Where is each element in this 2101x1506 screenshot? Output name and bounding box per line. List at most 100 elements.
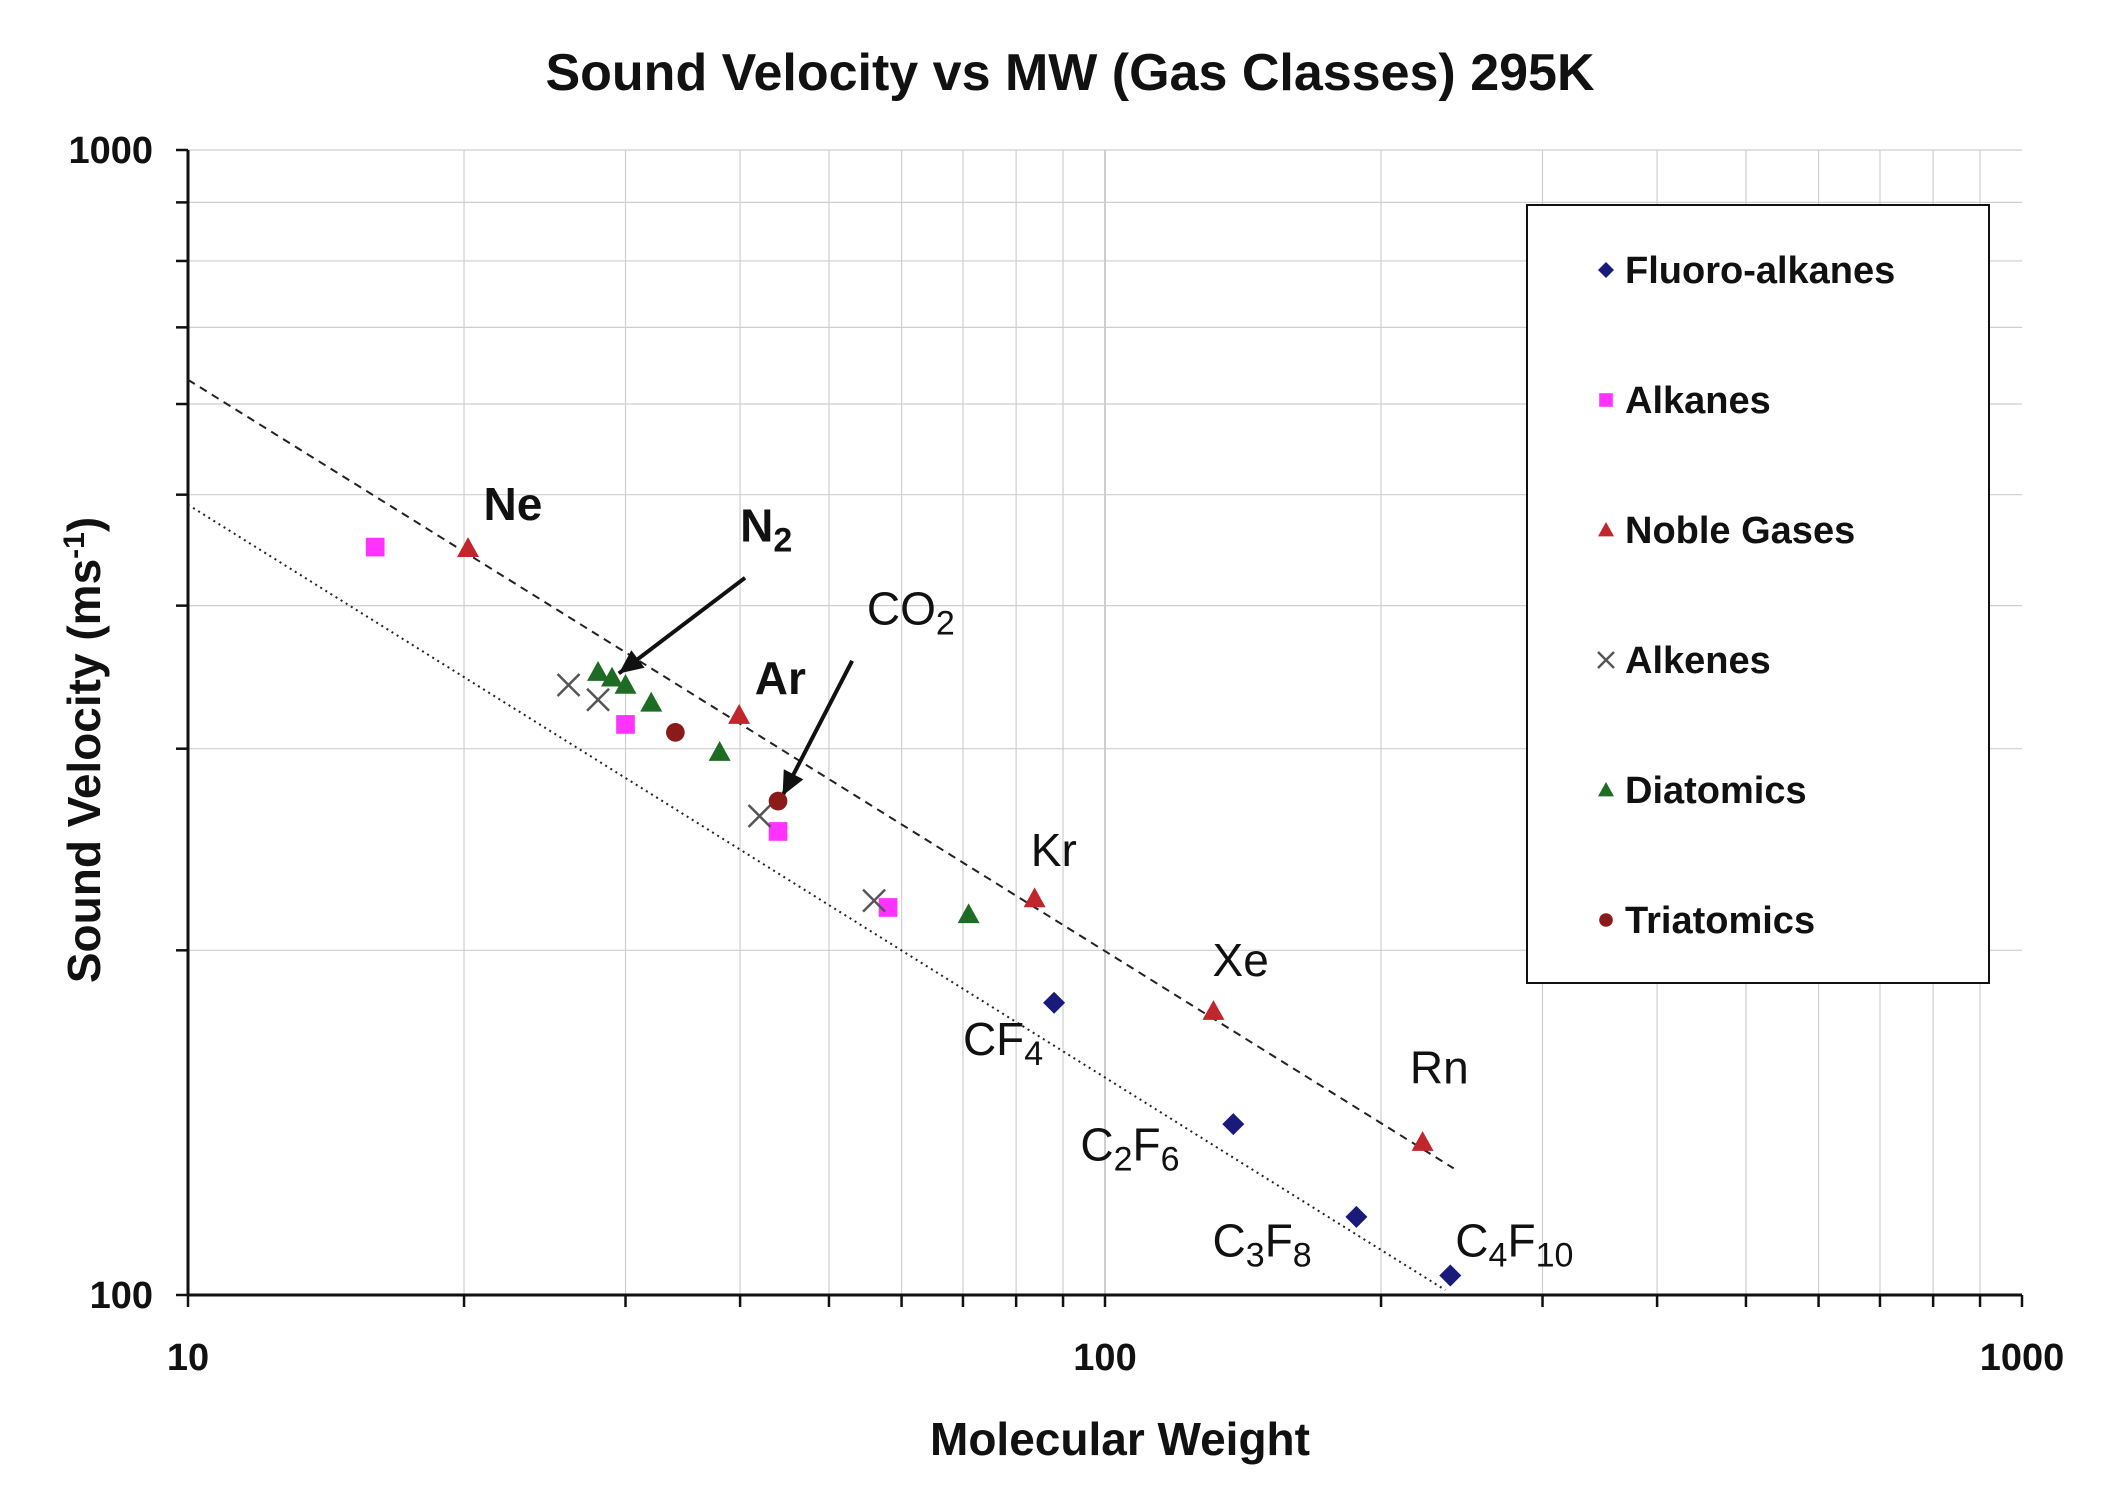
legend-alkenes-label: Alkenes	[1625, 640, 1771, 682]
ar-label-main: Ar	[755, 652, 806, 704]
noble-gases-point	[457, 537, 480, 557]
legend: Fluoro-alkanes Alkanes Noble Gases Alkenes D…	[1526, 204, 1990, 984]
kr-label-main: Kr	[1031, 824, 1077, 876]
diatomics-point	[587, 661, 610, 681]
alkenes-point	[862, 888, 886, 913]
ne-label-main: Ne	[483, 478, 542, 530]
alkenes-point-stroke	[862, 888, 886, 913]
c3f8-label: C3F8	[1213, 1215, 1312, 1275]
x-tick-label: 10	[167, 1337, 209, 1379]
noble-gas-fit-trendline	[187, 378, 1455, 1170]
diatomics-point	[708, 741, 731, 761]
c4f10-label-sub2: 10	[1536, 1237, 1574, 1275]
alkenes-point-stroke	[747, 804, 772, 828]
diatomics-point	[614, 673, 637, 694]
y-tick-label: 100	[90, 1275, 153, 1317]
rn-label: Rn	[1410, 1042, 1469, 1094]
y-tick-label: 1000	[68, 130, 153, 172]
n2-label-sub: 2	[773, 522, 792, 560]
co2-label: CO2	[867, 583, 955, 643]
noble-gases-point	[1023, 887, 1046, 908]
trendlines	[187, 378, 1455, 1291]
n2-arrow	[617, 576, 747, 676]
co2-label-sub: 2	[936, 605, 955, 643]
c4f10-label-after: F	[1507, 1215, 1535, 1267]
y-axis-title-sup: -1	[58, 532, 91, 559]
alkenes-point	[747, 804, 772, 828]
legend-alkenes-marker-stroke	[1597, 651, 1615, 669]
co2-label-main: CO	[867, 583, 936, 635]
fluoro-alkanes-point	[1222, 1113, 1245, 1136]
y-axis-title-main: Sound Velocity (ms	[58, 559, 110, 983]
y-axis-title: Sound Velocity (ms-1)	[58, 517, 110, 983]
fluoroalkane-fit-trendline	[187, 503, 1446, 1291]
legend-box	[1526, 204, 1990, 984]
legend-triatomics-marker	[1599, 913, 1613, 927]
alkanes-point	[878, 898, 898, 917]
legend-fluoro-alkanes-marker	[1598, 262, 1614, 278]
cf4-label-main: CF	[963, 1013, 1024, 1065]
noble-gases-point	[1411, 1131, 1434, 1151]
chart-title: Sound Velocity vs MW (Gas Classes) 295K	[545, 44, 1594, 102]
co2-arrow-head	[782, 769, 804, 796]
alkanes-point	[768, 822, 788, 841]
c3f8-label-sub: 3	[1246, 1237, 1265, 1275]
c2f6-label: C2F6	[1080, 1119, 1179, 1179]
xe-label-main: Xe	[1213, 934, 1269, 986]
c2f6-label-after: F	[1133, 1119, 1161, 1171]
triatomics-point	[768, 791, 788, 811]
alkenes-point	[556, 673, 581, 697]
c3f8-label-main: C	[1213, 1215, 1246, 1267]
legend-fluoro-alkanes-label: Fluoro-alkanes	[1625, 250, 1895, 292]
legend-triatomics-label: Triatomics	[1625, 900, 1815, 942]
legend-alkanes-marker	[1599, 393, 1613, 407]
c4f10-label-main: C	[1455, 1215, 1488, 1267]
c2f6-label-sub2: 6	[1161, 1141, 1180, 1179]
noble-gases-point	[728, 704, 751, 724]
cf4-label: CF4	[963, 1013, 1043, 1073]
n2-label: N2	[740, 500, 792, 560]
legend-diatomics-label: Diatomics	[1625, 770, 1807, 812]
data-points	[365, 537, 1462, 1287]
x-axis-title: Molecular Weight	[930, 1413, 1310, 1465]
rn-label-main: Rn	[1410, 1042, 1469, 1094]
alkenes-point-stroke	[556, 673, 581, 697]
fluoro-alkanes-point	[1345, 1205, 1368, 1228]
c2f6-label-main: C	[1080, 1119, 1113, 1171]
legend-alkenes-marker	[1597, 651, 1615, 669]
alkenes-point	[586, 687, 610, 712]
x-tick-label: 100	[1073, 1337, 1136, 1379]
cf4-label-sub: 4	[1024, 1035, 1043, 1073]
legend-diatomics-marker	[1598, 782, 1614, 797]
diatomics-point	[601, 666, 624, 687]
c3f8-label-sub2: 8	[1293, 1237, 1312, 1275]
diatomics-point	[957, 903, 980, 924]
alkenes-point-stroke	[586, 687, 610, 712]
legend-alkanes-label: Alkanes	[1625, 380, 1771, 422]
n2-arrow-head	[618, 650, 645, 674]
xe-label: Xe	[1213, 934, 1269, 986]
fluoro-alkanes-point	[1439, 1264, 1462, 1287]
y-axis-title-close: )	[58, 517, 110, 532]
triatomics-point	[666, 723, 685, 742]
c4f10-label-sub: 4	[1489, 1237, 1508, 1275]
axes	[176, 148, 2024, 1307]
legend-noble-gases-marker	[1598, 522, 1614, 537]
diatomics-point	[640, 691, 663, 712]
ar-label: Ar	[755, 652, 806, 704]
noble-gases-point	[1202, 1000, 1225, 1020]
c4f10-label: C4F10	[1455, 1215, 1573, 1275]
alkanes-point	[616, 715, 635, 734]
alkanes-point	[365, 537, 385, 557]
n2-label-main: N	[740, 500, 773, 552]
ne-label: Ne	[483, 478, 542, 530]
fluoro-alkanes-point	[1043, 991, 1066, 1014]
legend-noble-gases-label: Noble Gases	[1625, 510, 1855, 552]
co2-arrow	[780, 659, 854, 797]
c2f6-label-sub: 2	[1114, 1141, 1133, 1179]
x-tick-label: 1000	[1980, 1337, 2065, 1379]
c3f8-label-after: F	[1265, 1215, 1293, 1267]
tick-labels: 10 100 1000 100 1000	[68, 130, 2064, 1379]
